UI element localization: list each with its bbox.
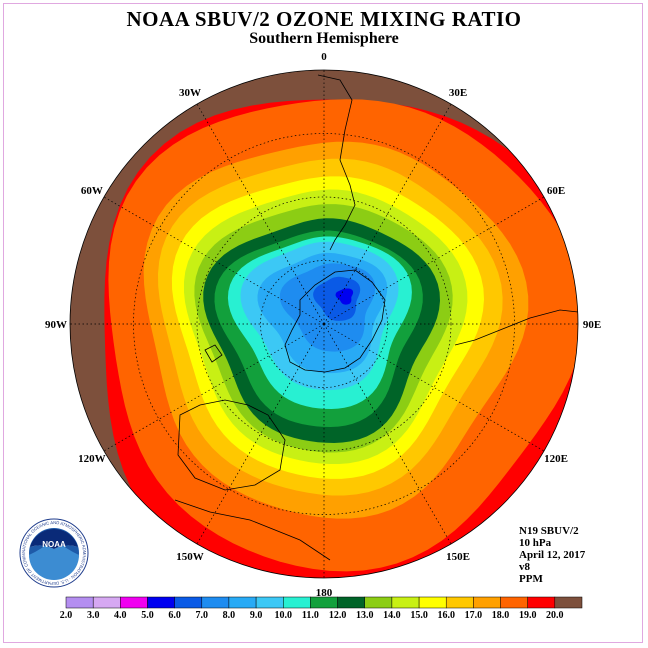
colorbar-swatch [391, 596, 420, 609]
colorbar-tick-label: 18.0 [492, 610, 510, 621]
colorbar-tick-label: 3.0 [87, 610, 100, 621]
longitude-label: 90E [583, 319, 601, 331]
colorbar-swatch [364, 596, 393, 609]
page-title: NOAA SBUV/2 OZONE MIXING RATIO [126, 7, 522, 31]
colorbar-swatch [337, 596, 366, 609]
longitude-label: 180 [316, 587, 333, 599]
longitude-label: 120W [78, 453, 106, 465]
longitude-label: 0 [321, 51, 327, 63]
colorbar-swatch [473, 596, 501, 609]
colorbar-tick-label: 11.0 [302, 610, 319, 621]
colorbar-swatch [120, 596, 148, 609]
contour-band [335, 288, 354, 305]
colorbar-swatch [445, 596, 474, 609]
image-frame [3, 3, 643, 643]
longitude-label: 30W [179, 87, 201, 99]
longitude-labels: 90W 60W 30W 0 30E 60E 90E 120E 150E 180 150W 120W [45, 51, 601, 599]
colorbar-tick-label: 6.0 [168, 610, 181, 621]
info-date: April 12, 2017 [519, 549, 586, 561]
colorbar-tick-label: 4.0 [114, 610, 127, 621]
info-version: v8 [519, 561, 530, 573]
colorbar-swatch [255, 596, 284, 609]
longitude-label: 60W [81, 185, 103, 197]
colorbar-tick-label: 15.0 [410, 610, 428, 621]
graticule [70, 70, 578, 578]
colorbar-swatch [418, 596, 447, 609]
longitude-label: 60E [547, 185, 565, 197]
noaa-logo: NOAA NATIONAL OCEANIC AND ATMOSPHERIC AD… [19, 518, 89, 588]
map-boundary [69, 69, 579, 579]
colorbar-swatch [283, 596, 311, 609]
info-units: PPM [519, 573, 543, 585]
coastline [177, 399, 286, 491]
info-panel: N19 SBUV/2 10 hPa April 12, 2017 v8 PPM [519, 525, 585, 585]
ozone-contours [70, 70, 578, 578]
longitude-label: 30E [449, 87, 467, 99]
colorbar-swatch [92, 596, 121, 609]
colorbar: 2.0 3.0 4.0 5.0 6.0 7.0 8.0 9.0 10.0 11.0 12.0 13.0… [60, 596, 583, 621]
coastline [317, 74, 356, 251]
colorbar-tick-label: 10.0 [275, 610, 293, 621]
coastline [284, 269, 386, 373]
colorbar-tick-label: 7.0 [196, 610, 209, 621]
colorbar-swatch [500, 596, 528, 609]
colorbar-swatch [65, 596, 94, 609]
colorbar-tick-label: 12.0 [329, 610, 347, 621]
noaa-logo-text: NOAA [42, 540, 66, 549]
colorbar-swatch [201, 596, 230, 609]
colorbar-tick-label: 20.0 [546, 610, 564, 621]
colorbar-tick-label: 16.0 [437, 610, 455, 621]
colorbar-tick-label: 19.0 [519, 610, 537, 621]
longitude-label: 150E [446, 551, 470, 563]
colorbar-swatch [174, 596, 203, 609]
colorbar-swatch [147, 596, 175, 609]
info-level: 10 hPa [519, 537, 552, 549]
coastline [454, 309, 578, 346]
info-satellite: N19 SBUV/2 [519, 525, 579, 537]
longitude-label: 150W [176, 551, 204, 563]
coastlines [174, 74, 578, 561]
page-subtitle: Southern Hemisphere [249, 30, 399, 47]
longitude-label: 120E [544, 453, 568, 465]
colorbar-tick-label: 14.0 [383, 610, 401, 621]
colorbar-tick-label: 8.0 [223, 610, 236, 621]
colorbar-swatch [527, 596, 556, 609]
colorbar-tick-label: 13.0 [356, 610, 374, 621]
colorbar-swatch [310, 596, 338, 609]
coastline [204, 344, 223, 363]
longitude-label: 90W [45, 319, 67, 331]
coastline [174, 499, 331, 561]
colorbar-tick-label: 9.0 [250, 610, 263, 621]
colorbar-swatch [554, 596, 583, 609]
colorbar-swatch [228, 596, 257, 609]
colorbar-tick-label: 5.0 [141, 610, 154, 621]
colorbar-tick-label: 2.0 [60, 610, 73, 621]
colorbar-tick-label: 17.0 [465, 610, 483, 621]
